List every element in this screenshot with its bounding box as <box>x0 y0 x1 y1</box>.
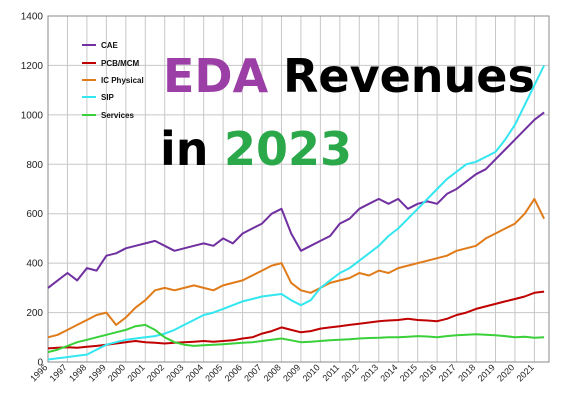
x-tick-label: 2020 <box>495 362 516 383</box>
y-tick-label: 1000 <box>21 110 44 121</box>
x-tick-label: 2008 <box>262 362 283 383</box>
x-tick-label: 1998 <box>67 362 88 383</box>
series-line-sip <box>47 64 545 361</box>
x-tick-label: 2013 <box>359 362 380 383</box>
y-tick-label: 0 <box>37 358 43 369</box>
y-tick-label: 800 <box>26 160 43 171</box>
x-axis-tick-labels: 1996199719981999200020012002200320042005… <box>28 362 536 383</box>
series-lines <box>47 64 545 361</box>
x-tick-label: 2021 <box>515 362 536 383</box>
legend-label-pcb-mcm: PCB/MCM <box>101 59 140 68</box>
overlay-title-year: 2023 <box>224 122 352 176</box>
x-tick-label: 2015 <box>398 362 419 383</box>
y-tick-label: 1200 <box>21 61 44 72</box>
x-tick-label: 2018 <box>456 362 477 383</box>
x-tick-label: 2005 <box>203 362 224 383</box>
x-tick-label: 2002 <box>145 362 166 383</box>
y-axis-tick-labels: 0 200 400 600 800 1000 1200 1400 <box>21 12 44 369</box>
x-tick-label: 1996 <box>28 362 49 383</box>
x-gridlines <box>47 16 535 362</box>
x-tick-label: 2016 <box>417 362 438 383</box>
series-line-services <box>47 323 545 354</box>
x-tick-label: 2003 <box>164 362 185 383</box>
x-tick-label: 2000 <box>106 362 127 383</box>
x-tick-label: 1997 <box>48 362 69 383</box>
y-tick-label: 400 <box>26 259 43 270</box>
x-tick-label: 2009 <box>281 362 302 383</box>
y-tick-label: 600 <box>26 209 43 220</box>
overlay-title-revenues: Revenues <box>283 49 535 103</box>
legend-label-sip: SIP <box>101 93 115 102</box>
plot-frame <box>47 15 550 363</box>
series-line-cae <box>47 111 545 289</box>
x-tick-label: 2006 <box>223 362 244 383</box>
legend-label-ic-physical: IC Physical <box>101 76 144 85</box>
y-tick-label: 1400 <box>21 12 44 23</box>
legend-label-cae: CAE <box>101 41 119 50</box>
overlay-title-eda: EDA <box>163 49 269 103</box>
x-tick-label: 2012 <box>339 362 360 383</box>
x-tick-label: 2019 <box>476 362 497 383</box>
overlay-title-in: in <box>160 122 209 176</box>
x-tick-label: 2001 <box>125 362 146 383</box>
legend: CAE PCB/MCM IC Physical SIP Services <box>82 41 144 120</box>
x-tick-label: 2017 <box>437 362 458 383</box>
x-tick-label: 2010 <box>301 362 322 383</box>
overlay-title: EDA Revenues in 2023 <box>160 49 535 176</box>
x-tick-label: 2004 <box>184 362 205 383</box>
x-tick-label: 2011 <box>320 362 341 383</box>
x-tick-label: 2014 <box>378 362 399 383</box>
x-tick-label: 2007 <box>242 362 263 383</box>
x-tick-label: 1999 <box>87 362 108 383</box>
series-line-pcb-mcm <box>47 290 545 350</box>
y-tick-label: 200 <box>26 308 43 319</box>
series-line-ic-physical <box>47 197 545 339</box>
legend-label-services: Services <box>101 111 134 120</box>
